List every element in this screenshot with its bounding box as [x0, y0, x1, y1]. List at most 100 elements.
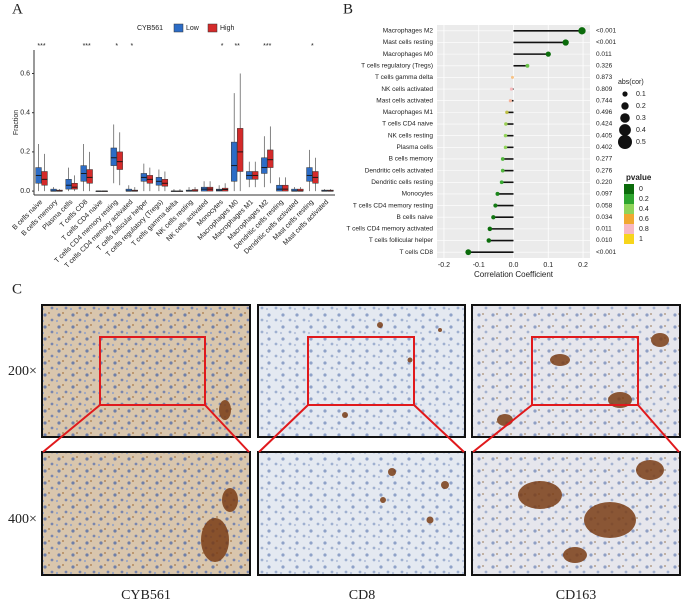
pvalue-label: 0.097 — [596, 191, 613, 198]
legend-label: High — [220, 25, 235, 32]
y-tick-label: 0.4 — [20, 110, 30, 117]
box — [231, 141, 238, 182]
box — [161, 179, 169, 187]
y-axis-label: Fraction — [13, 110, 20, 135]
ihc-image — [42, 305, 250, 437]
category-label: Macrophages M2 — [383, 28, 434, 35]
column-label: CD8 — [349, 588, 375, 603]
pvalue-label: <0.001 — [596, 28, 616, 35]
column-label: CD163 — [556, 588, 596, 603]
legend-label: 0.8 — [639, 226, 649, 233]
pvalue-label: 0.809 — [596, 86, 613, 93]
box — [267, 149, 274, 168]
dot — [491, 215, 496, 220]
legend-title: pvalue — [626, 173, 652, 182]
pvalue-label: 0.326 — [596, 62, 613, 69]
pvalue-label: 0.402 — [596, 144, 613, 151]
dot — [505, 110, 509, 115]
legend-title: CYB561 — [137, 25, 163, 32]
dot — [493, 203, 498, 208]
row-label: 400× — [8, 512, 37, 527]
category-label: T cells CD4 memory activated — [346, 226, 433, 233]
box — [110, 147, 117, 166]
category-label: T cells CD8 — [400, 249, 434, 256]
legend-title: abs(cor) — [618, 79, 644, 86]
dot — [503, 145, 508, 150]
dot — [508, 99, 512, 103]
pvalue-label: 0.010 — [596, 237, 613, 244]
category-label: NK cells resting — [388, 132, 434, 139]
x-axis-label: Correlation Coefficient — [474, 270, 554, 279]
pvalue-label: 0.424 — [596, 121, 613, 128]
box — [116, 151, 123, 170]
category-label: Mast cells resting — [383, 39, 434, 46]
y-tick-label: 0.6 — [20, 70, 30, 77]
ihc-images — [41, 304, 681, 576]
pvalue-label: 0.011 — [596, 51, 612, 58]
legend-dot — [620, 113, 630, 123]
pvalue-label: <0.001 — [596, 249, 616, 256]
significance: * — [311, 43, 314, 50]
legend-swatch — [173, 23, 184, 33]
legend-label: 1 — [639, 236, 643, 243]
dot — [500, 168, 505, 173]
ihc-image — [258, 305, 465, 437]
dot — [578, 27, 586, 35]
category-label: Dendritic cells activated — [365, 167, 434, 174]
significance: * — [221, 43, 224, 50]
dot — [562, 39, 569, 46]
category-label: T cells follicular helper — [369, 237, 434, 244]
legend-dot — [618, 135, 632, 149]
legend-swatch — [624, 184, 634, 194]
box — [65, 179, 72, 190]
significance: *** — [37, 43, 45, 50]
category-label: T cells gamma delta — [375, 74, 433, 81]
significance: ** — [234, 43, 240, 50]
box — [71, 182, 78, 190]
category-label: B cells naive — [397, 214, 434, 221]
legend-swatch — [624, 234, 634, 244]
legend-label: 0 — [639, 186, 643, 193]
legend-swatch — [207, 23, 218, 33]
pvalue-label: <0.001 — [596, 39, 616, 46]
category-label: Mast cells activated — [376, 97, 433, 104]
row-label: 200× — [8, 364, 37, 379]
legend-dot — [622, 91, 628, 97]
box — [237, 128, 244, 172]
significance: *** — [263, 43, 271, 50]
panel-label: B — [343, 1, 353, 17]
legend-label: 0.2 — [636, 103, 646, 110]
dot — [503, 133, 508, 138]
pvalue-label: 0.277 — [596, 156, 613, 163]
pvalue-label: 0.744 — [596, 97, 613, 104]
dot — [465, 249, 472, 256]
category-label: Macrophages M1 — [383, 109, 434, 116]
y-tick-label: 0.2 — [20, 149, 30, 156]
legend-dot — [619, 124, 631, 136]
legend-label: 0.4 — [639, 206, 649, 213]
significance: * — [115, 43, 118, 50]
pvalue-label: 0.220 — [596, 179, 613, 186]
legend-swatch — [624, 194, 634, 204]
legend-label: 0.5 — [636, 139, 646, 146]
dot — [525, 63, 530, 68]
category-label: B cells memory — [389, 156, 434, 163]
y-tick-label: 0.0 — [20, 188, 30, 195]
pvalue-label: 0.405 — [596, 132, 613, 139]
dot — [509, 87, 513, 91]
box — [306, 167, 313, 182]
x-tick-label: 0.1 — [543, 262, 553, 269]
box — [86, 169, 93, 184]
pvalue-label: 0.496 — [596, 109, 613, 116]
x-tick-label: -0.1 — [473, 262, 485, 269]
legend-label: 0.6 — [639, 216, 649, 223]
legend-label: 0.3 — [636, 115, 646, 122]
pvalue-label: 0.011 — [596, 226, 612, 233]
significance: *** — [83, 43, 91, 50]
box — [282, 184, 289, 192]
dot — [499, 180, 504, 185]
category-label: Macrophages M0 — [383, 51, 434, 58]
category-label: Monocytes — [402, 191, 434, 198]
dot — [504, 122, 508, 126]
